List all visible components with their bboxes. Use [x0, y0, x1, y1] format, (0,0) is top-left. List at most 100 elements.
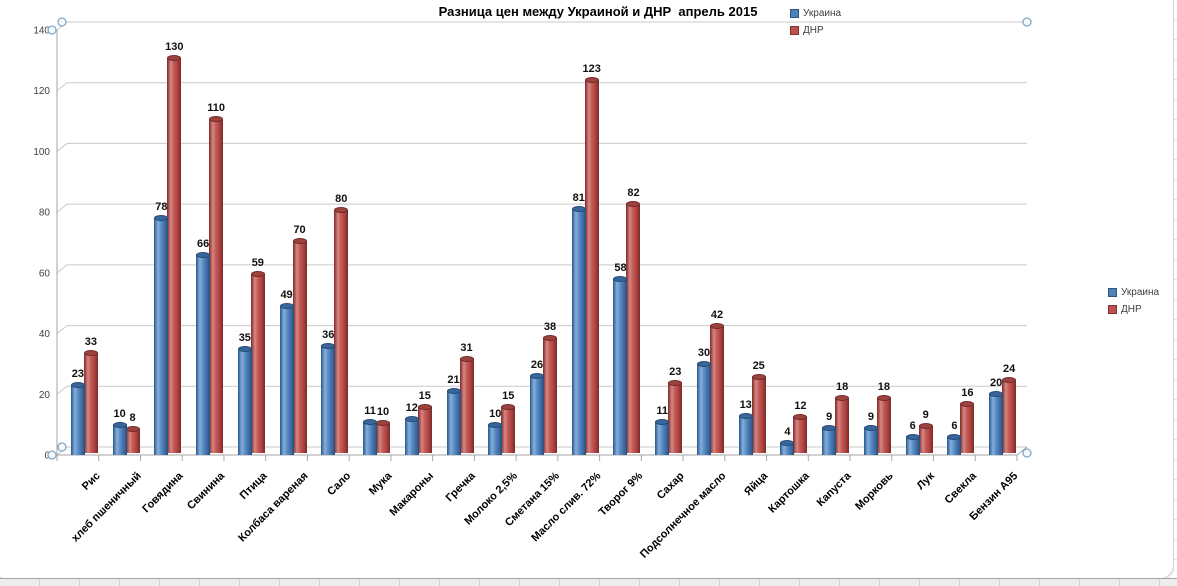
bar-ukraina[interactable]: [363, 418, 378, 455]
legend-item[interactable]: ДНР: [790, 22, 841, 39]
data-label-ukraina: 9: [826, 410, 833, 423]
bar-ukraina[interactable]: [780, 439, 795, 455]
bar-ukraina[interactable]: [488, 421, 503, 455]
y-axis-tick-label: 0: [44, 451, 50, 462]
legend-swatch-icon: [790, 26, 799, 35]
legend-swatch-icon: [1108, 305, 1117, 314]
bar-dnr[interactable]: [125, 425, 140, 453]
bar-dnr[interactable]: [417, 404, 432, 453]
data-label-dnr: 16: [961, 387, 974, 400]
bar-dnr[interactable]: [626, 201, 641, 453]
bar-ukraina[interactable]: [321, 342, 336, 455]
bar-dnr[interactable]: [793, 413, 808, 453]
data-label-ukraina: 4: [784, 425, 791, 438]
legend-item[interactable]: Украина: [790, 5, 841, 22]
data-label-ukraina: 49: [280, 289, 293, 302]
bar-dnr[interactable]: [501, 404, 516, 453]
legend-swatch-icon: [1108, 288, 1117, 297]
bar-ukraina[interactable]: [947, 433, 962, 455]
worksheet-columns-strip: [0, 578, 1177, 586]
bar-ukraina[interactable]: [696, 360, 711, 455]
bar-ukraina[interactable]: [571, 206, 586, 455]
bar-dnr[interactable]: [584, 76, 599, 453]
data-label-dnr: 18: [836, 381, 849, 394]
data-label-dnr: 8: [129, 411, 136, 424]
bar-dnr[interactable]: [876, 395, 891, 453]
data-label-ukraina: 78: [155, 201, 168, 214]
bar-dnr[interactable]: [459, 355, 474, 453]
bar-dnr[interactable]: [709, 322, 724, 453]
bar-dnr[interactable]: [668, 380, 683, 453]
y-axis-tick-label: 20: [39, 390, 51, 401]
data-label-ukraina: 10: [489, 407, 502, 420]
bar-ukraina[interactable]: [70, 382, 85, 455]
data-label-dnr: 24: [1003, 363, 1016, 376]
bar-ukraina[interactable]: [279, 303, 294, 455]
data-label-ukraina: 58: [614, 261, 627, 274]
bar-ukraina[interactable]: [655, 418, 670, 455]
bar-dnr[interactable]: [835, 395, 850, 453]
legend-item[interactable]: ДНР: [1108, 301, 1159, 318]
data-label-ukraina: 11: [364, 404, 376, 417]
data-label-dnr: 38: [543, 320, 557, 333]
bar-ukraina[interactable]: [822, 424, 837, 455]
data-label-dnr: 23: [669, 366, 682, 379]
bar-ukraina[interactable]: [905, 433, 920, 455]
bar-ukraina[interactable]: [989, 391, 1004, 455]
bar-dnr[interactable]: [960, 401, 975, 453]
legend-swatch-icon: [790, 9, 799, 18]
legend-label: Украина: [803, 8, 842, 19]
bar-dnr[interactable]: [376, 419, 391, 453]
y-axis-tick-label: 40: [39, 329, 51, 340]
bar-dnr[interactable]: [751, 374, 766, 453]
data-label-ukraina: 26: [530, 359, 544, 372]
data-label-dnr: 15: [502, 390, 515, 403]
y-axis-tick-label: 140: [33, 26, 50, 37]
data-label-ukraina: 11: [656, 404, 669, 417]
data-label-dnr: 42: [710, 308, 724, 321]
legend-top[interactable]: Украина ДНР: [790, 5, 841, 39]
data-label-ukraina: 13: [739, 398, 752, 411]
data-label-ukraina: 6: [909, 419, 916, 432]
data-label-dnr: 15: [418, 390, 431, 403]
data-label-dnr: 123: [582, 62, 601, 75]
data-label-dnr: 31: [460, 341, 473, 354]
bar-dnr[interactable]: [918, 422, 933, 453]
data-label-dnr: 18: [877, 381, 891, 394]
bar-ukraina[interactable]: [530, 373, 544, 455]
bar-dnr[interactable]: [167, 55, 182, 453]
bar-ukraina[interactable]: [112, 421, 127, 455]
data-label-dnr: 59: [251, 256, 264, 269]
bar-dnr[interactable]: [292, 237, 307, 453]
legend-label: Украина: [1121, 287, 1160, 298]
data-label-dnr: 110: [207, 102, 225, 115]
bar-dnr[interactable]: [334, 207, 349, 453]
bar-ukraina[interactable]: [446, 388, 461, 455]
data-label-ukraina: 35: [238, 331, 251, 344]
bar-dnr[interactable]: [1002, 377, 1017, 453]
bar-ukraina[interactable]: [613, 275, 628, 455]
data-label-dnr: 80: [335, 193, 348, 206]
data-label-ukraina: 66: [196, 237, 210, 250]
legend-right[interactable]: Украина ДНР: [1108, 284, 1159, 318]
bar-ukraina[interactable]: [237, 345, 252, 455]
data-label-ukraina: 81: [572, 192, 585, 205]
bar-dnr[interactable]: [250, 270, 265, 453]
data-label-dnr: 9: [922, 408, 929, 421]
data-label-ukraina: 30: [697, 346, 711, 359]
data-label-ukraina: 12: [405, 401, 418, 414]
data-label-ukraina: 6: [951, 419, 958, 432]
bar-ukraina[interactable]: [196, 251, 211, 455]
legend-item[interactable]: Украина: [1108, 284, 1159, 301]
bar-dnr[interactable]: [83, 349, 98, 453]
bar-ukraina[interactable]: [404, 415, 419, 455]
legend-label: ДНР: [1121, 304, 1142, 315]
bar-ukraina[interactable]: [863, 424, 878, 455]
bar-ukraina[interactable]: [738, 412, 753, 455]
bar-dnr[interactable]: [543, 334, 557, 453]
bar-dnr[interactable]: [209, 116, 224, 453]
chart-title[interactable]: Разница цен между Украиной и ДНР апрель …: [438, 4, 758, 19]
data-label-dnr: 70: [293, 223, 306, 236]
bar-ukraina[interactable]: [154, 215, 169, 455]
